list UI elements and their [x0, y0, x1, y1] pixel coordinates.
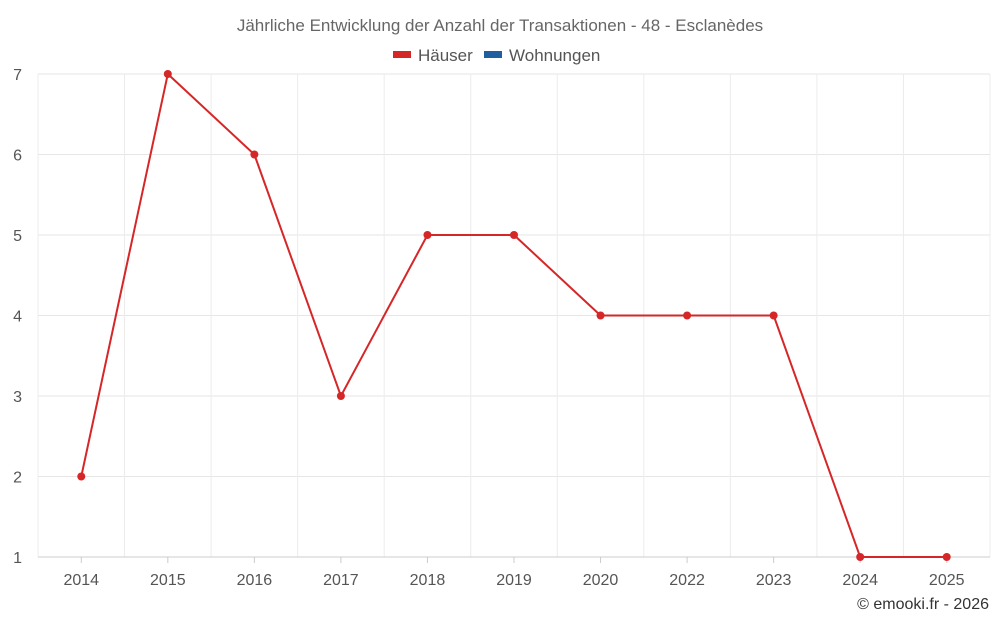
legend-label-wohnungen[interactable]: Wohnungen: [509, 46, 600, 65]
data-point-2023[interactable]: [769, 311, 778, 320]
data-point-2018[interactable]: [423, 231, 432, 239]
x-tick-label: 2020: [583, 572, 619, 589]
x-tick-label: 2022: [669, 572, 705, 589]
data-point-2015[interactable]: [163, 70, 172, 78]
legend-label-haeuser[interactable]: Häuser: [418, 46, 473, 65]
y-tick-label: 5: [13, 228, 22, 245]
data-point-2020[interactable]: [596, 311, 605, 320]
x-tick-label: 2024: [842, 572, 878, 589]
credit-text: © emooki.fr - 2026: [857, 596, 989, 613]
y-tick-label: 3: [13, 389, 22, 406]
x-axis: 2014 2015 2016 2017 2018 2019 2020 2022 2023 2024…: [38, 556, 990, 589]
x-tick-label: 2025: [929, 572, 965, 589]
data-point-2025[interactable]: [942, 553, 951, 561]
series-haeuser: [77, 70, 951, 561]
legend-swatch-wohnungen: [484, 51, 502, 58]
data-point-2024[interactable]: [856, 553, 865, 561]
data-point-2022[interactable]: [683, 311, 692, 320]
x-tick-label: 2016: [237, 572, 273, 589]
x-tick-label: 2017: [323, 572, 359, 589]
y-tick-label: 7: [13, 67, 22, 84]
y-tick-label: 4: [13, 309, 22, 326]
x-tick-label: 2014: [63, 572, 99, 589]
x-tick-label: 2018: [410, 572, 446, 589]
y-axis: 1 2 3 4 5 6 7: [13, 67, 22, 567]
data-point-2016[interactable]: [250, 150, 259, 159]
data-point-2017[interactable]: [336, 392, 345, 400]
y-tick-label: 6: [13, 148, 22, 165]
data-point-2014[interactable]: [77, 472, 86, 481]
x-tick-label: 2019: [496, 572, 532, 589]
x-tick-label: 2023: [756, 572, 792, 589]
legend-swatch-haeuser: [393, 51, 411, 58]
legend: Häuser Wohnungen: [393, 46, 600, 65]
y-tick-label: 2: [13, 470, 22, 487]
y-tick-label: 1: [13, 550, 22, 567]
chart-title: Jährliche Entwicklung der Anzahl der Tra…: [237, 16, 763, 35]
grid: [37, 73, 991, 558]
x-tick-label: 2015: [150, 572, 186, 589]
data-point-2019[interactable]: [510, 231, 518, 239]
